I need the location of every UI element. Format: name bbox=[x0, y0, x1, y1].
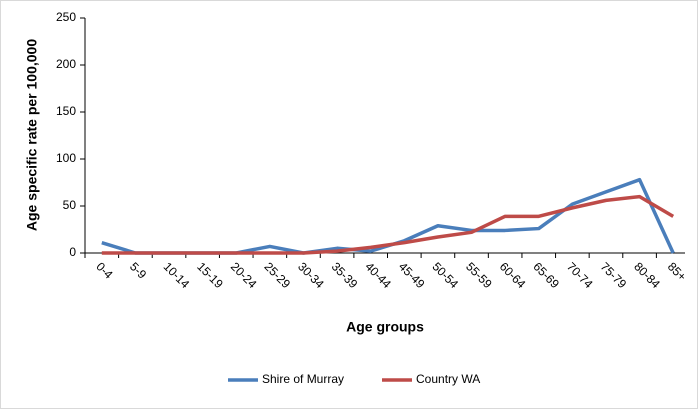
x-axis-title: Age groups bbox=[346, 319, 424, 335]
y-tick-label: 0 bbox=[69, 245, 76, 259]
y-tick-label: 250 bbox=[56, 10, 76, 24]
y-axis-title: Age specific rate per 100,000 bbox=[24, 39, 40, 231]
y-tick-label: 50 bbox=[63, 198, 77, 212]
legend-label: Shire of Murray bbox=[262, 372, 344, 386]
y-tick-label: 150 bbox=[56, 104, 76, 118]
series-line bbox=[101, 194, 675, 255]
y-tick-label: 100 bbox=[56, 151, 76, 165]
y-tick-label: 200 bbox=[56, 57, 76, 71]
legend-label: Country WA bbox=[416, 372, 480, 386]
